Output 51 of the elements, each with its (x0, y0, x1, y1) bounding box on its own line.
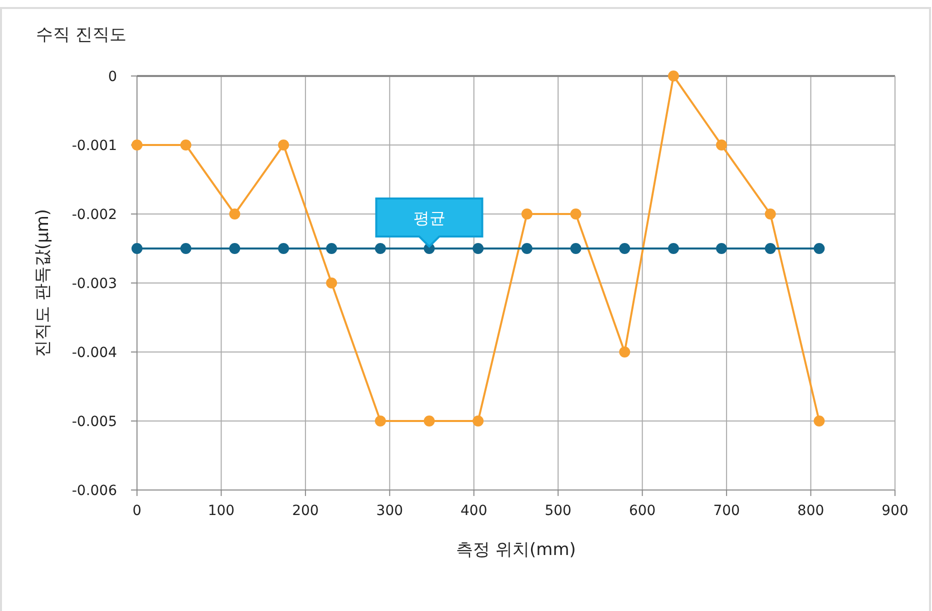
y-tick-label: -0.003 (72, 276, 117, 292)
point (619, 346, 630, 358)
point (668, 243, 679, 254)
point (668, 70, 679, 82)
point (716, 140, 727, 150)
point (278, 243, 290, 254)
point (229, 208, 240, 220)
x-tick-label: 300 (376, 503, 404, 519)
y-axis-title: 진직도 판독값(μm) (33, 208, 53, 358)
x-tick-label: 0 (132, 503, 142, 519)
chart-title: 수직 진직도 (36, 25, 126, 45)
point (764, 208, 776, 220)
point (472, 416, 484, 426)
point (374, 416, 386, 426)
x-tick-label: 800 (797, 503, 824, 519)
point (521, 243, 532, 254)
x-tick-label: 600 (628, 503, 656, 519)
point (424, 416, 435, 426)
point (716, 243, 727, 254)
y-tick-label: -0.001 (72, 138, 117, 154)
point (570, 208, 582, 220)
y-tick-label: -0.002 (72, 207, 117, 223)
point (229, 243, 240, 254)
x-tick-label: 900 (882, 503, 908, 519)
y-tick-label: -0.004 (72, 345, 118, 361)
point (180, 140, 192, 150)
point (814, 416, 825, 426)
callout: 평균 (375, 198, 484, 248)
y-tick-label: -0.005 (72, 414, 117, 430)
point (521, 208, 532, 220)
point (180, 243, 192, 254)
point (472, 243, 484, 254)
annotation: 평균 (413, 208, 446, 228)
point (619, 243, 630, 254)
x-axis-title: 측정 위치(mm) (456, 540, 576, 560)
x-tick-label: 400 (460, 503, 488, 519)
point (814, 243, 825, 254)
point (326, 278, 338, 288)
x-tick-label: 700 (713, 503, 740, 519)
y-tick-label: 0 (108, 69, 117, 85)
x-tick-label: 200 (292, 503, 319, 519)
point (764, 243, 776, 254)
x-tick-label: 500 (544, 503, 572, 519)
point (326, 243, 338, 254)
point (132, 140, 142, 150)
point (278, 140, 290, 150)
y-tick-label: -0.006 (72, 483, 118, 499)
point (132, 243, 142, 254)
point (570, 243, 582, 254)
x-tick-label: 100 (208, 503, 235, 519)
point (374, 243, 386, 254)
